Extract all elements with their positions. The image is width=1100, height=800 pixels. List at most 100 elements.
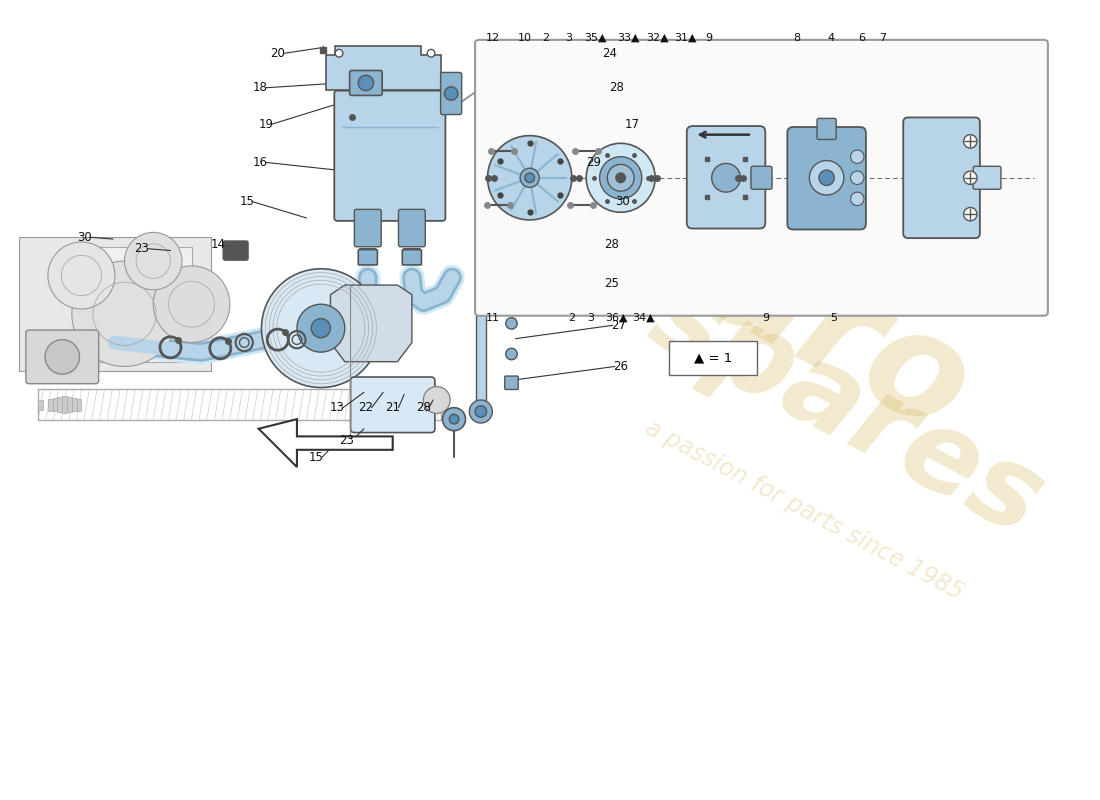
Circle shape xyxy=(153,266,230,342)
Circle shape xyxy=(506,318,517,329)
Circle shape xyxy=(607,164,634,191)
Circle shape xyxy=(850,150,864,163)
Polygon shape xyxy=(404,249,420,260)
Text: 9: 9 xyxy=(705,33,713,43)
Text: 27: 27 xyxy=(612,318,626,332)
FancyBboxPatch shape xyxy=(441,73,462,114)
Bar xyxy=(77,246,191,362)
Bar xyxy=(53,398,57,411)
Circle shape xyxy=(850,192,864,206)
Text: 2: 2 xyxy=(542,33,550,43)
Bar xyxy=(476,294,485,410)
Text: 8: 8 xyxy=(793,33,801,43)
Text: 15: 15 xyxy=(240,195,254,208)
Circle shape xyxy=(850,171,864,185)
Bar xyxy=(19,237,211,371)
Text: 23: 23 xyxy=(134,242,150,255)
Polygon shape xyxy=(258,419,393,467)
FancyBboxPatch shape xyxy=(686,126,766,229)
Circle shape xyxy=(297,304,344,352)
Circle shape xyxy=(449,414,459,424)
Text: 33▲: 33▲ xyxy=(617,33,639,43)
Text: 20: 20 xyxy=(271,46,285,60)
Bar xyxy=(67,397,72,413)
Circle shape xyxy=(586,143,656,212)
Text: 12: 12 xyxy=(486,33,500,43)
Polygon shape xyxy=(360,249,376,260)
FancyBboxPatch shape xyxy=(398,210,426,246)
FancyBboxPatch shape xyxy=(505,278,518,292)
Text: 19: 19 xyxy=(258,118,274,130)
Text: 29: 29 xyxy=(586,156,602,169)
Text: 34▲: 34▲ xyxy=(632,313,654,322)
Circle shape xyxy=(506,348,517,360)
Text: 26: 26 xyxy=(613,360,628,373)
Text: spares: spares xyxy=(632,260,1063,559)
Polygon shape xyxy=(326,46,441,90)
Text: 4: 4 xyxy=(828,33,835,43)
FancyBboxPatch shape xyxy=(350,70,382,95)
FancyBboxPatch shape xyxy=(334,90,446,221)
Text: 15: 15 xyxy=(309,451,323,464)
Text: 16: 16 xyxy=(253,156,268,169)
Circle shape xyxy=(964,134,977,148)
Text: 11: 11 xyxy=(486,313,500,322)
Circle shape xyxy=(600,157,641,199)
Text: 10: 10 xyxy=(518,33,532,43)
Circle shape xyxy=(424,386,450,414)
Circle shape xyxy=(427,50,434,57)
FancyBboxPatch shape xyxy=(223,241,249,260)
Circle shape xyxy=(45,340,79,374)
Circle shape xyxy=(810,161,844,195)
Text: 23: 23 xyxy=(339,434,354,446)
Text: 13: 13 xyxy=(330,401,344,414)
Text: 3: 3 xyxy=(587,313,594,322)
Circle shape xyxy=(311,318,330,338)
Text: 36▲: 36▲ xyxy=(606,313,628,322)
FancyBboxPatch shape xyxy=(505,376,518,390)
Bar xyxy=(48,399,53,410)
Text: 3: 3 xyxy=(565,33,572,43)
Text: euro: euro xyxy=(596,163,993,464)
Circle shape xyxy=(48,242,114,309)
Text: 35▲: 35▲ xyxy=(584,33,607,43)
Circle shape xyxy=(964,171,977,185)
FancyBboxPatch shape xyxy=(903,118,980,238)
FancyBboxPatch shape xyxy=(359,250,377,265)
Circle shape xyxy=(262,269,381,387)
Text: 30: 30 xyxy=(615,195,630,208)
Circle shape xyxy=(124,232,182,290)
Text: 22: 22 xyxy=(359,401,373,414)
FancyBboxPatch shape xyxy=(817,118,836,139)
Circle shape xyxy=(616,173,626,182)
Text: 14: 14 xyxy=(211,238,226,251)
Text: 2: 2 xyxy=(569,313,575,322)
Text: 18: 18 xyxy=(253,82,268,94)
FancyBboxPatch shape xyxy=(669,341,757,375)
Circle shape xyxy=(820,170,834,186)
Circle shape xyxy=(336,50,343,57)
Circle shape xyxy=(359,75,374,90)
Text: a passion for parts since 1985: a passion for parts since 1985 xyxy=(641,416,968,605)
Circle shape xyxy=(487,136,572,220)
Text: 6: 6 xyxy=(859,33,866,43)
Text: 17: 17 xyxy=(625,118,640,130)
Text: ▲ = 1: ▲ = 1 xyxy=(693,351,732,364)
Text: 7: 7 xyxy=(880,33,887,43)
Text: 31▲: 31▲ xyxy=(674,33,697,43)
Text: 28: 28 xyxy=(604,238,618,251)
Bar xyxy=(77,399,81,410)
Text: 5: 5 xyxy=(829,313,837,322)
FancyBboxPatch shape xyxy=(26,330,99,384)
Bar xyxy=(39,400,43,410)
Circle shape xyxy=(964,207,977,221)
Circle shape xyxy=(470,400,493,423)
Text: 28: 28 xyxy=(609,82,625,94)
Text: 32▲: 32▲ xyxy=(646,33,669,43)
FancyBboxPatch shape xyxy=(788,127,866,230)
Bar xyxy=(63,396,67,414)
FancyBboxPatch shape xyxy=(354,210,382,246)
Circle shape xyxy=(444,86,458,100)
Polygon shape xyxy=(330,285,411,362)
Text: 28: 28 xyxy=(416,401,431,414)
